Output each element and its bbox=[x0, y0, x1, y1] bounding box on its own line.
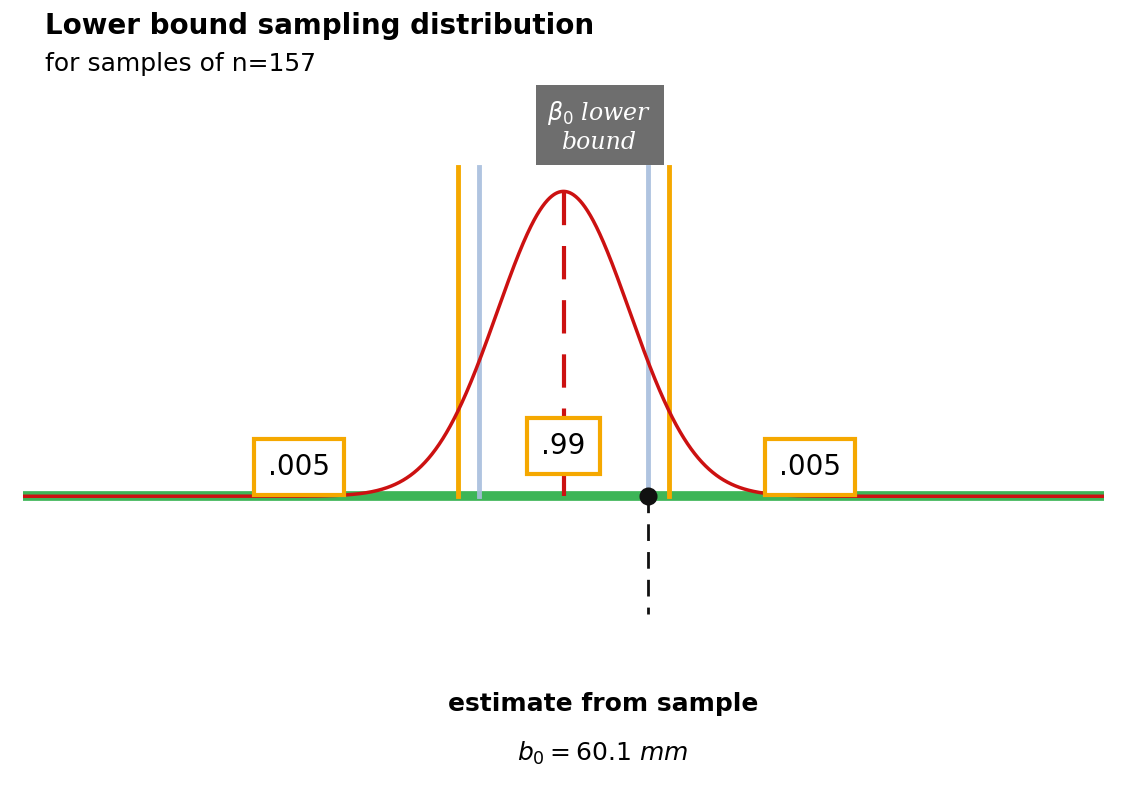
Text: .99: .99 bbox=[541, 432, 586, 460]
Text: for samples of n=157: for samples of n=157 bbox=[45, 52, 316, 76]
Text: estimate from sample: estimate from sample bbox=[447, 692, 758, 716]
Text: $b_0 = 60.1\ mm$: $b_0 = 60.1\ mm$ bbox=[517, 740, 689, 767]
Text: .005: .005 bbox=[779, 453, 841, 481]
Text: $\beta_0$ lower
bound: $\beta_0$ lower bound bbox=[548, 99, 651, 154]
Text: Lower bound sampling distribution: Lower bound sampling distribution bbox=[45, 12, 594, 40]
Text: .005: .005 bbox=[268, 453, 330, 481]
